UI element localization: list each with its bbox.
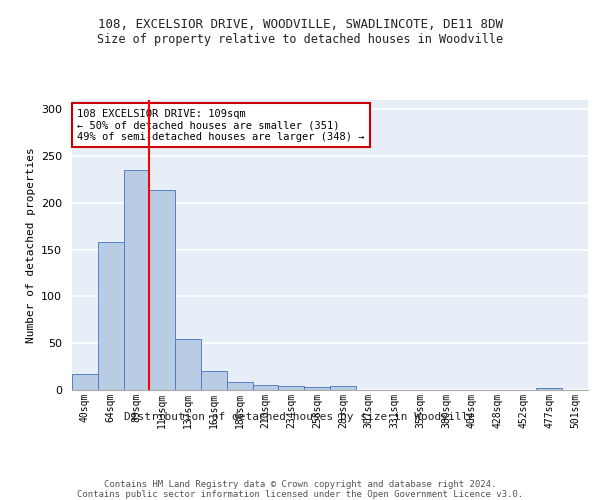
Bar [201,372,227,390]
Text: 108, EXCELSIOR DRIVE, WOODVILLE, SWADLINCOTE, DE11 8DW: 108, EXCELSIOR DRIVE, WOODVILLE, SWADLIN… [97,18,503,30]
Bar [253,386,278,390]
Bar [227,382,253,390]
Text: Distribution of detached houses by size in Woodville: Distribution of detached houses by size … [125,412,476,422]
Bar [304,387,330,390]
Y-axis label: Number of detached properties: Number of detached properties [26,147,35,343]
Text: Size of property relative to detached houses in Woodville: Size of property relative to detached ho… [97,32,503,46]
Bar [98,242,124,390]
Bar [175,338,201,390]
Bar [72,374,98,390]
Text: 108 EXCELSIOR DRIVE: 109sqm
← 50% of detached houses are smaller (351)
49% of se: 108 EXCELSIOR DRIVE: 109sqm ← 50% of det… [77,108,365,142]
Bar [149,190,175,390]
Bar [124,170,149,390]
Text: Contains HM Land Registry data © Crown copyright and database right 2024.
Contai: Contains HM Land Registry data © Crown c… [77,480,523,500]
Bar [278,386,304,390]
Bar [536,388,562,390]
Bar [330,386,356,390]
